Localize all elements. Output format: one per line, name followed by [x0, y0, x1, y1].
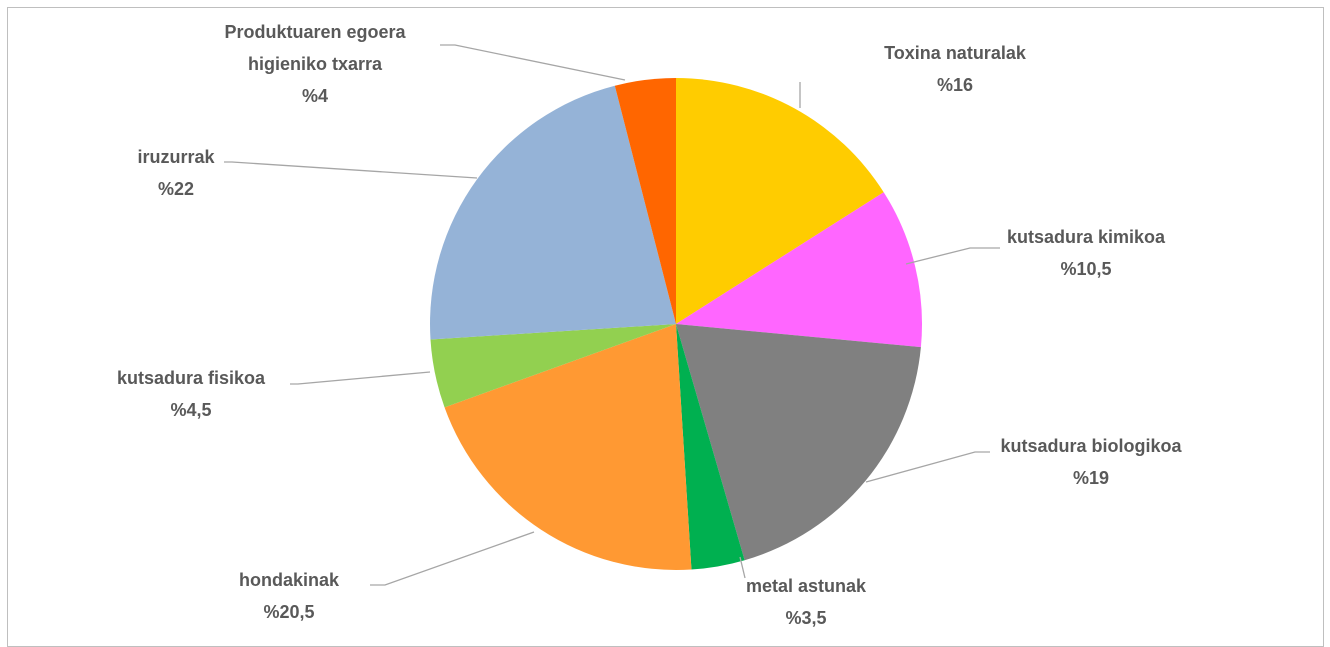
- pie-slice-4: [444, 324, 692, 570]
- leader-line-1: [905, 247, 1000, 265]
- leader-line-6: [224, 161, 478, 179]
- pie-slice-2: [676, 324, 921, 561]
- slice-name-label-0: Toxina naturalak: [884, 43, 1027, 63]
- slice-value-label-0: %16: [937, 75, 973, 95]
- slice-value-label-3: %3,5: [785, 608, 826, 628]
- pie-slices: [430, 78, 923, 570]
- slice-name-label-7: Produktuaren egoera: [224, 22, 406, 42]
- slice-value-label-5: %4,5: [170, 400, 211, 420]
- slice-labels: Toxina naturalak %16 kutsadura kimikoa %10,…: [117, 22, 1183, 628]
- slice-name-label-1: kutsadura kimikoa: [1007, 227, 1166, 247]
- slice-value-label-1: %10,5: [1060, 259, 1111, 279]
- leader-line-4: [370, 531, 535, 586]
- pie-slice-6: [430, 85, 676, 340]
- slice-value-label-7: %4: [302, 86, 328, 106]
- leader-line-3: [739, 556, 746, 579]
- pie-slice-1: [676, 192, 923, 348]
- slice-name-label-2: kutsadura biologikoa: [1000, 436, 1182, 456]
- pie-slice-0: [676, 78, 884, 324]
- pie-chart: Toxina naturalak %16 kutsadura kimikoa %10,…: [117, 22, 1183, 628]
- slice-name-label-3: metal astunak: [746, 576, 867, 596]
- leader-lines: [224, 44, 1000, 586]
- slice-name-label-6: iruzurrak: [137, 147, 215, 167]
- slice-name-label-7: higieniko txarra: [248, 54, 383, 74]
- leader-line-2: [865, 451, 990, 483]
- leader-line-7: [440, 44, 626, 81]
- pie-slice-7: [614, 78, 676, 324]
- slice-name-label-4: hondakinak: [239, 570, 340, 590]
- slice-name-label-5: kutsadura fisikoa: [117, 368, 266, 388]
- slice-value-label-6: %22: [158, 179, 194, 199]
- slice-value-label-2: %19: [1073, 468, 1109, 488]
- pie-slice-3: [676, 324, 745, 570]
- slice-value-label-4: %20,5: [263, 602, 314, 622]
- pie-slice-5: [430, 324, 676, 408]
- leader-line-5: [290, 371, 431, 385]
